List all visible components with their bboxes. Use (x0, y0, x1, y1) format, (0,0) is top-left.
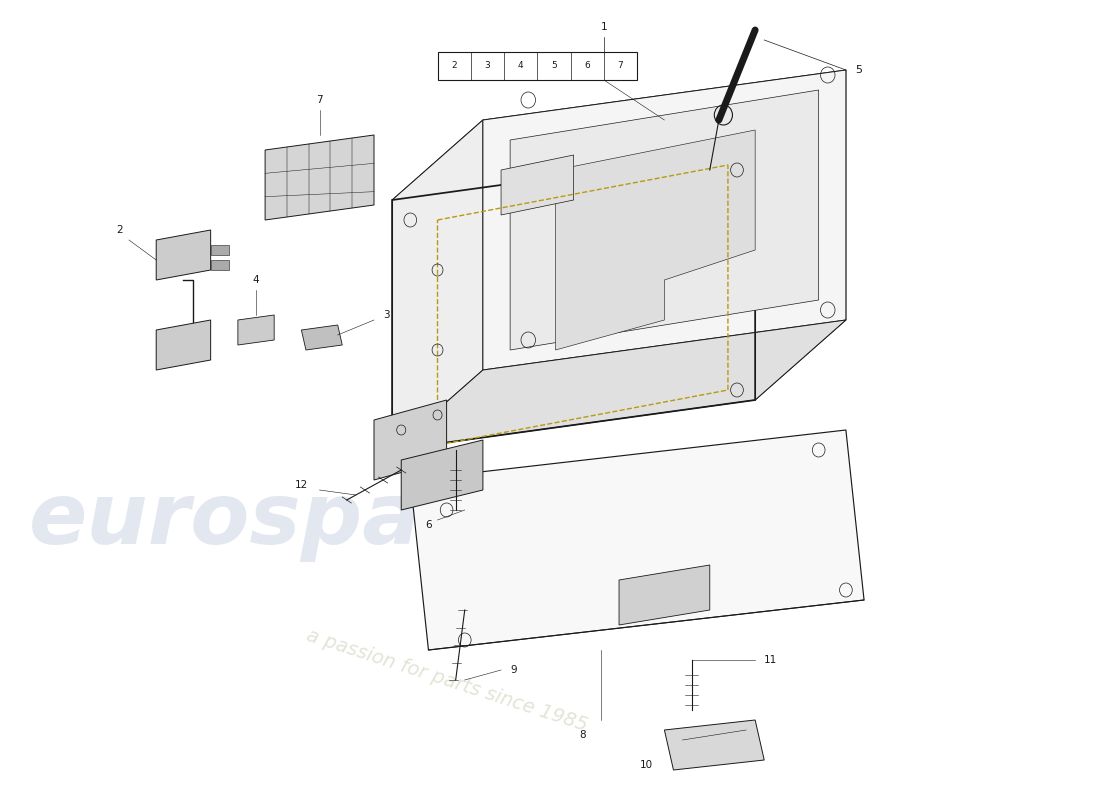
Text: 9: 9 (510, 665, 517, 675)
Polygon shape (301, 325, 342, 350)
Polygon shape (156, 230, 210, 280)
Polygon shape (500, 155, 574, 215)
Text: 11: 11 (764, 655, 778, 665)
Text: a passion for parts since 1985: a passion for parts since 1985 (304, 626, 590, 734)
Polygon shape (156, 320, 210, 370)
Text: 8: 8 (580, 730, 586, 740)
Text: 1: 1 (601, 22, 607, 32)
Polygon shape (210, 245, 229, 255)
Polygon shape (664, 720, 764, 770)
Polygon shape (410, 430, 865, 650)
Text: 4: 4 (518, 62, 524, 70)
Polygon shape (392, 320, 846, 450)
Polygon shape (402, 440, 483, 510)
Text: 6: 6 (584, 62, 590, 70)
Text: 10: 10 (640, 760, 652, 770)
Text: 3: 3 (485, 62, 491, 70)
Polygon shape (510, 90, 818, 350)
Polygon shape (619, 565, 710, 625)
Polygon shape (755, 70, 846, 400)
Polygon shape (483, 70, 846, 370)
Text: 6: 6 (425, 520, 432, 530)
Polygon shape (392, 70, 846, 200)
Polygon shape (392, 120, 483, 450)
Text: 4: 4 (253, 275, 260, 285)
Text: eurospares: eurospares (29, 478, 574, 562)
Text: 2: 2 (451, 62, 456, 70)
Polygon shape (374, 400, 447, 480)
Polygon shape (556, 130, 755, 350)
Text: 12: 12 (295, 480, 308, 490)
Polygon shape (265, 135, 374, 220)
Text: 2: 2 (117, 225, 123, 235)
Text: 5: 5 (855, 65, 862, 75)
Text: 5: 5 (551, 62, 557, 70)
Text: 7: 7 (316, 95, 323, 105)
Polygon shape (238, 315, 274, 345)
Polygon shape (210, 260, 229, 270)
Text: 7: 7 (618, 62, 624, 70)
Text: 3: 3 (383, 310, 389, 320)
Polygon shape (438, 52, 637, 80)
